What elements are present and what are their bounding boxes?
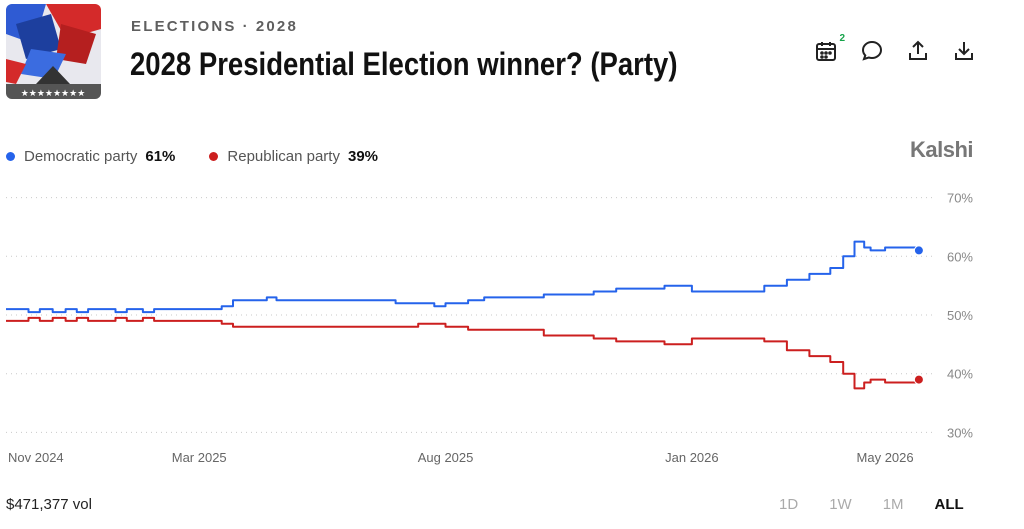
time-range-selector: 1D 1W 1M ALL <box>779 496 964 513</box>
breadcrumb[interactable]: ELECTIONS · 2028 <box>131 18 298 35</box>
volume-label: $471,377 vol <box>6 496 92 513</box>
y-tick-label: 40% <box>947 367 973 382</box>
election-illustration-icon: ★★★★★★★★ <box>6 4 101 99</box>
y-tick-label: 60% <box>947 249 973 264</box>
x-tick-label: Nov 2024 <box>8 450 64 465</box>
series-line-democratic[interactable] <box>6 240 920 314</box>
chart-legend: Democratic party 61% Republican party 39… <box>6 148 378 165</box>
y-tick-label: 50% <box>947 308 973 323</box>
x-tick-label: Mar 2025 <box>172 450 227 465</box>
comment-icon <box>861 40 883 61</box>
share-icon <box>909 40 927 60</box>
democratic-dot-icon <box>6 152 15 161</box>
category-label[interactable]: ELECTIONS <box>131 18 237 35</box>
kalshi-logo: Kalshi <box>910 137 974 162</box>
legend-value: 61% <box>145 148 176 165</box>
year-label[interactable]: 2028 <box>255 18 299 35</box>
series-endpoint-democratic[interactable] <box>913 245 924 256</box>
x-tick-label: Aug 2025 <box>418 450 474 465</box>
legend-label: Republican party <box>227 148 340 165</box>
calendar-badge: 2 <box>839 33 845 44</box>
download-button[interactable] <box>952 39 976 63</box>
republican-dot-icon <box>209 152 219 161</box>
range-button-1m[interactable]: 1M <box>882 496 904 513</box>
legend-label: Democratic party <box>24 148 138 165</box>
legend-item-republican[interactable]: Republican party 39% <box>209 148 378 165</box>
series-line-republican[interactable] <box>6 316 920 390</box>
calendar-icon <box>816 42 836 61</box>
page-title: 2028 Presidential Election winner? (Part… <box>130 46 678 82</box>
x-tick-label: Jan 2026 <box>665 450 719 465</box>
market-image: ★★★★★★★★ <box>6 4 101 99</box>
legend-item-democratic[interactable]: Democratic party 61% <box>6 148 175 165</box>
price-chart[interactable]: 70% 60% 50% 40% 30% Nov 2024 Mar 2025 Aug 2025 J… <box>0 180 1024 480</box>
share-button[interactable] <box>906 39 930 63</box>
range-button-1w[interactable]: 1W <box>829 496 852 513</box>
x-tick-label: May 2026 <box>857 450 914 465</box>
series-endpoint-republican[interactable] <box>913 374 924 385</box>
y-tick-label: 30% <box>947 425 973 440</box>
svg-text:★★★★★★★★: ★★★★★★★★ <box>21 89 86 99</box>
range-button-1d[interactable]: 1D <box>779 496 799 513</box>
action-toolbar: 2 <box>814 33 976 63</box>
calendar-button[interactable]: 2 <box>814 33 845 63</box>
comment-button[interactable] <box>860 39 884 63</box>
download-icon <box>955 42 973 60</box>
y-tick-label: 70% <box>947 191 973 206</box>
legend-value: 39% <box>347 148 379 165</box>
breadcrumb-separator: · <box>242 18 250 35</box>
range-button-all[interactable]: ALL <box>934 496 964 513</box>
